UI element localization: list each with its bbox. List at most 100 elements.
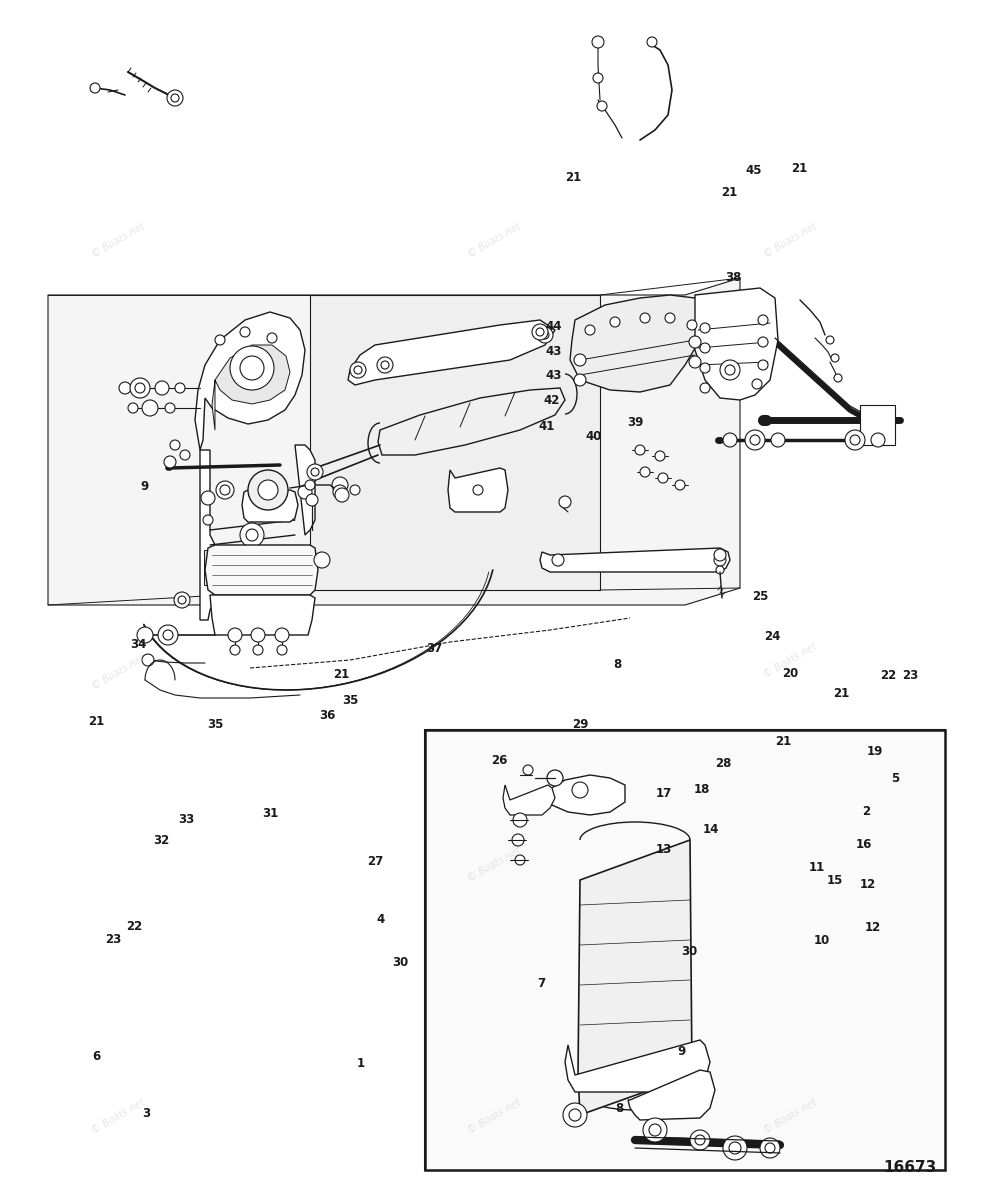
Text: © Boats.net: © Boats.net xyxy=(762,221,819,259)
Circle shape xyxy=(90,83,100,92)
Circle shape xyxy=(253,646,263,655)
Bar xyxy=(204,550,212,584)
Circle shape xyxy=(267,332,277,343)
Text: 45: 45 xyxy=(746,164,762,176)
Circle shape xyxy=(714,554,726,566)
Circle shape xyxy=(574,374,586,386)
Circle shape xyxy=(593,73,603,83)
Circle shape xyxy=(512,834,524,846)
Polygon shape xyxy=(578,840,692,1115)
Text: © Boats.net: © Boats.net xyxy=(90,1097,147,1135)
Bar xyxy=(425,730,945,1170)
Text: 32: 32 xyxy=(153,834,169,846)
Circle shape xyxy=(215,335,225,346)
Text: 28: 28 xyxy=(715,757,731,769)
Circle shape xyxy=(745,430,765,450)
Text: 41: 41 xyxy=(538,420,554,432)
Polygon shape xyxy=(348,320,555,385)
Circle shape xyxy=(537,326,553,343)
Text: 39: 39 xyxy=(627,416,643,428)
Circle shape xyxy=(142,400,158,416)
Text: © Boats.net: © Boats.net xyxy=(762,641,819,679)
Text: 36: 36 xyxy=(319,709,335,721)
Circle shape xyxy=(572,782,588,798)
Circle shape xyxy=(246,529,258,541)
Circle shape xyxy=(128,403,138,413)
Text: 4: 4 xyxy=(376,913,384,925)
Circle shape xyxy=(635,445,645,455)
Circle shape xyxy=(171,94,179,102)
Polygon shape xyxy=(695,288,778,400)
Circle shape xyxy=(240,523,264,547)
Text: 21: 21 xyxy=(791,162,807,174)
Bar xyxy=(860,404,895,445)
Text: © Boats.net: © Boats.net xyxy=(762,1097,819,1135)
Text: 9: 9 xyxy=(678,1045,686,1057)
Text: 8: 8 xyxy=(614,659,621,671)
Polygon shape xyxy=(565,1040,710,1092)
Polygon shape xyxy=(212,346,290,430)
Circle shape xyxy=(752,379,762,389)
Circle shape xyxy=(714,550,726,560)
Text: 21: 21 xyxy=(776,736,791,748)
Circle shape xyxy=(563,1103,587,1127)
Circle shape xyxy=(158,625,178,646)
Circle shape xyxy=(258,480,278,500)
Text: 3: 3 xyxy=(142,1108,150,1120)
Circle shape xyxy=(695,1135,705,1145)
Text: 2: 2 xyxy=(863,805,870,817)
Circle shape xyxy=(690,1130,710,1150)
Polygon shape xyxy=(48,278,740,605)
Text: © Boats.net: © Boats.net xyxy=(90,653,147,691)
Polygon shape xyxy=(195,312,305,450)
Polygon shape xyxy=(378,388,565,455)
Circle shape xyxy=(515,854,525,865)
Text: 29: 29 xyxy=(572,719,588,731)
Circle shape xyxy=(174,592,190,608)
Circle shape xyxy=(536,328,544,336)
Text: 19: 19 xyxy=(866,745,882,757)
Circle shape xyxy=(216,481,234,499)
Circle shape xyxy=(314,552,330,568)
Circle shape xyxy=(305,480,315,490)
Text: 35: 35 xyxy=(207,719,223,731)
Polygon shape xyxy=(538,775,625,815)
Polygon shape xyxy=(242,490,298,522)
Circle shape xyxy=(643,1118,667,1142)
Circle shape xyxy=(640,467,650,476)
Circle shape xyxy=(700,343,710,353)
Circle shape xyxy=(175,383,185,392)
Circle shape xyxy=(834,374,842,382)
Circle shape xyxy=(251,628,265,642)
Circle shape xyxy=(142,654,154,666)
Text: 16: 16 xyxy=(856,839,871,851)
Text: 11: 11 xyxy=(809,862,825,874)
Circle shape xyxy=(230,346,274,390)
Text: 31: 31 xyxy=(263,808,279,820)
Circle shape xyxy=(240,356,264,380)
Circle shape xyxy=(720,360,740,380)
Circle shape xyxy=(381,361,389,370)
Circle shape xyxy=(240,326,250,337)
Text: 21: 21 xyxy=(333,668,349,680)
Circle shape xyxy=(700,362,710,373)
Polygon shape xyxy=(540,548,730,572)
Circle shape xyxy=(155,382,169,395)
Circle shape xyxy=(647,37,657,47)
Circle shape xyxy=(228,628,242,642)
Circle shape xyxy=(750,434,760,445)
Circle shape xyxy=(165,403,175,413)
Circle shape xyxy=(665,313,675,323)
Text: 42: 42 xyxy=(543,395,559,407)
Circle shape xyxy=(170,440,180,450)
Circle shape xyxy=(248,470,288,510)
Circle shape xyxy=(354,366,362,374)
Text: 38: 38 xyxy=(725,271,741,283)
Circle shape xyxy=(298,485,312,499)
Text: 21: 21 xyxy=(721,186,737,198)
Circle shape xyxy=(771,433,785,446)
Text: 20: 20 xyxy=(782,667,798,679)
Text: 12: 12 xyxy=(860,878,875,890)
Circle shape xyxy=(716,566,724,574)
Text: 15: 15 xyxy=(827,875,843,887)
